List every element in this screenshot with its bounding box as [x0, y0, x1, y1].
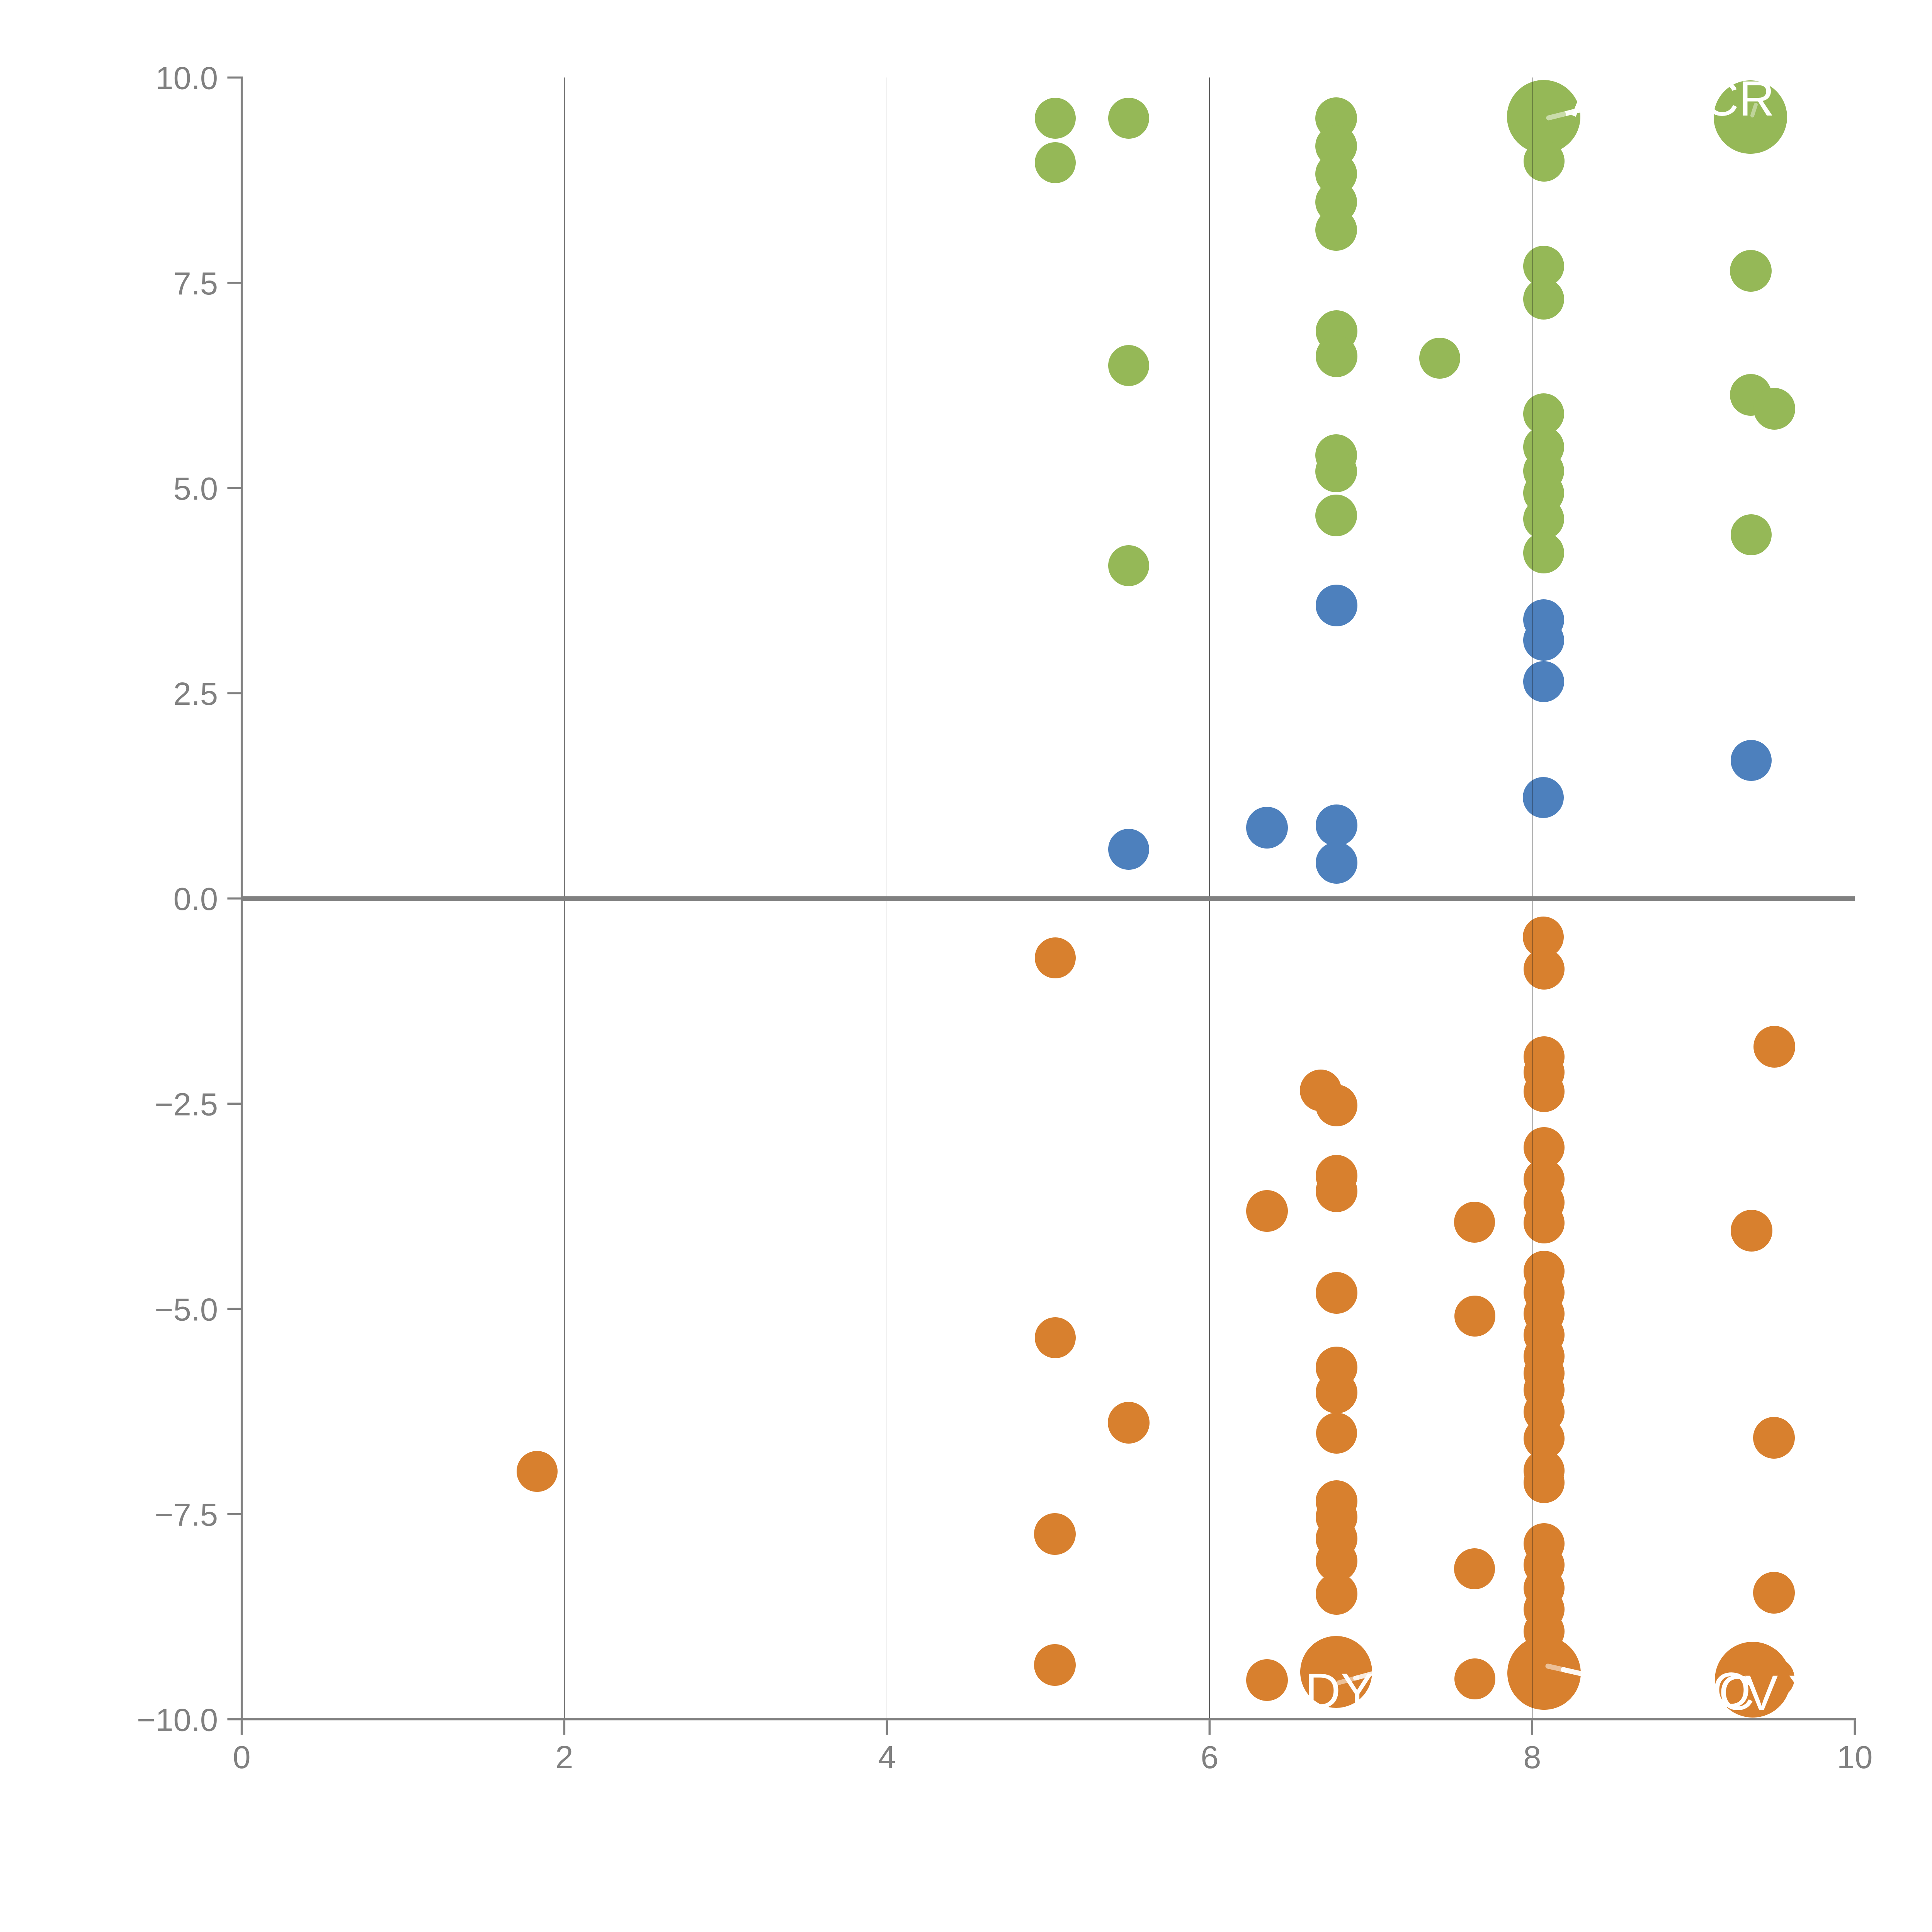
- svg-text:10: 10: [1837, 1739, 1872, 1775]
- svg-text:10.0: 10.0: [155, 60, 218, 96]
- svg-text:8: 8: [1523, 1739, 1541, 1775]
- svg-text:CR: CR: [1703, 71, 1775, 126]
- svg-text:−2.5: −2.5: [155, 1086, 218, 1122]
- svg-text:−5.0: −5.0: [155, 1291, 218, 1327]
- svg-text:2.5: 2.5: [173, 676, 218, 712]
- svg-text:−10.0: −10.0: [137, 1702, 218, 1738]
- svg-text:5.0: 5.0: [173, 471, 218, 507]
- svg-text:4: 4: [878, 1739, 896, 1775]
- svg-text:X: X: [1787, 1665, 1820, 1721]
- svg-text:C: C: [1719, 1665, 1754, 1721]
- svg-text:6: 6: [1201, 1739, 1218, 1775]
- svg-text:V: V: [1745, 1665, 1778, 1721]
- svg-text:DY: DY: [1305, 1663, 1374, 1719]
- svg-text:O: O: [1712, 1663, 1751, 1718]
- svg-text:0: 0: [233, 1739, 250, 1775]
- svg-text:7.5: 7.5: [173, 265, 218, 301]
- svg-text:2: 2: [555, 1739, 573, 1775]
- svg-text:−7.5: −7.5: [155, 1497, 218, 1532]
- svg-text:0.0: 0.0: [173, 881, 218, 917]
